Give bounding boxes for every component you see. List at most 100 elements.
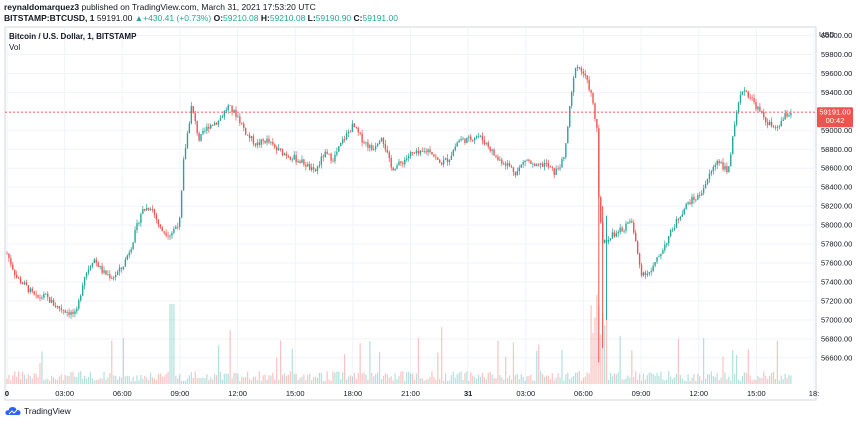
volume-bar	[49, 380, 51, 384]
volume-bar	[41, 351, 43, 384]
candle-body	[553, 168, 555, 175]
volume-bar	[759, 377, 761, 384]
candle-body	[93, 259, 96, 264]
candle-body	[726, 166, 728, 173]
volume-bar	[324, 380, 326, 384]
candle-body	[80, 295, 82, 301]
volume-bar	[615, 374, 617, 384]
candle-body	[215, 122, 218, 125]
price-tick-label: 58400.00	[821, 183, 852, 192]
volume-bar	[629, 377, 631, 384]
volume-bar	[103, 371, 105, 384]
candle-body	[140, 213, 142, 223]
candle-body	[607, 240, 610, 242]
volume-bar	[165, 373, 167, 384]
volume-bar	[344, 354, 346, 384]
volume-bar	[561, 349, 563, 384]
volume-bar	[499, 375, 501, 384]
candle-body	[235, 109, 237, 118]
volume-bar	[675, 373, 678, 384]
volume-bar	[243, 377, 245, 384]
volume-bar	[660, 371, 662, 384]
price-tick-label: 59000.00	[821, 126, 852, 135]
volume-bar	[576, 372, 579, 384]
candle-body	[745, 90, 748, 92]
candle-body	[473, 138, 476, 141]
candle-body	[159, 224, 161, 228]
volume-bar	[295, 373, 297, 384]
candle-body	[89, 266, 92, 270]
volume-bar	[175, 375, 177, 384]
volume-bar	[408, 371, 410, 384]
candle-body	[299, 161, 301, 163]
candle-body	[586, 75, 588, 80]
volume-bar	[186, 378, 189, 384]
volume-bar	[741, 376, 744, 384]
candle-body	[425, 151, 427, 153]
candle-body	[309, 164, 311, 170]
volume-bar	[390, 376, 392, 384]
candle-body	[128, 252, 130, 256]
volume-bar	[600, 334, 602, 384]
candle-body	[660, 253, 662, 257]
candle-body	[555, 168, 557, 175]
volume-bar	[417, 338, 419, 384]
time-axis[interactable]: 0 03:00 06:00 09:00 12:00 15:00 18:00 21:00 31 03…	[5, 389, 819, 398]
volume-bar	[338, 371, 340, 384]
time-tick-label: 18:00	[343, 389, 362, 398]
volume-bar	[214, 374, 216, 384]
candle-body	[31, 288, 33, 292]
volume-bar	[439, 378, 441, 384]
tradingview-logo[interactable]: TradingView	[5, 406, 71, 416]
volume-bar	[670, 376, 672, 384]
candle-body	[411, 151, 414, 153]
volume-bar	[631, 350, 633, 384]
candle-body	[16, 274, 18, 278]
candle-body	[260, 139, 262, 145]
time-tick-label: 0	[5, 389, 9, 398]
volume-bar	[37, 377, 39, 384]
candle-body	[371, 145, 373, 150]
candle-body	[21, 282, 24, 285]
candle-body	[171, 232, 173, 236]
candle-body	[582, 71, 585, 74]
volume-bar	[52, 377, 55, 384]
volume-bar	[250, 380, 253, 384]
candle-body	[718, 160, 720, 164]
volume-bar	[351, 376, 354, 384]
volume-bar	[493, 378, 495, 384]
volume-bar	[479, 376, 482, 384]
volume-bar	[239, 380, 241, 384]
candle-body	[693, 196, 695, 200]
volume-bar	[427, 379, 429, 384]
candle-body	[169, 235, 171, 237]
volume-bar	[668, 371, 670, 384]
volume-bar	[549, 379, 551, 384]
volume-bar	[19, 379, 22, 384]
candle-body	[190, 106, 193, 124]
volume-bar	[314, 376, 317, 384]
candle-body	[182, 159, 185, 191]
candle-body	[124, 259, 127, 267]
volume-bar	[39, 363, 41, 384]
candle-body	[768, 121, 771, 126]
volume-bar	[778, 380, 780, 384]
volume-bar	[751, 380, 753, 384]
candle-body	[52, 300, 55, 306]
volume-bar	[122, 338, 125, 384]
candle-body	[153, 209, 156, 215]
volume-bar	[685, 380, 687, 384]
candle-body	[549, 166, 552, 168]
volume-bar	[464, 373, 466, 384]
candle-body	[85, 272, 88, 277]
volume-bar	[136, 375, 138, 384]
price-axis[interactable]: 60000.0059800.0059600.0059400.0059200.00…	[821, 31, 852, 362]
author-name[interactable]: reynaldomarquez3	[4, 2, 80, 12]
candle-body	[204, 130, 206, 132]
candle-body	[349, 131, 352, 133]
volume-bar	[613, 373, 615, 384]
change-up-icon: ▲	[134, 13, 144, 23]
volume-bar	[167, 371, 169, 384]
volume-bar	[485, 379, 487, 384]
